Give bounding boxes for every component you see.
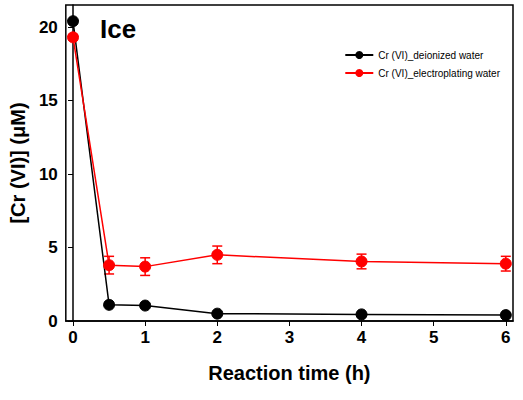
svg-text:15: 15 [39, 91, 58, 110]
svg-text:Ice: Ice [100, 14, 136, 44]
svg-text:3: 3 [285, 328, 294, 347]
svg-text:0: 0 [68, 328, 77, 347]
svg-text:[Cr (VI)] (μM): [Cr (VI)] (μM) [7, 102, 29, 223]
svg-text:5: 5 [48, 238, 57, 257]
svg-text:4: 4 [357, 328, 367, 347]
svg-text:2: 2 [213, 328, 222, 347]
svg-text:5: 5 [429, 328, 438, 347]
svg-text:0: 0 [48, 312, 57, 331]
svg-text:1: 1 [140, 328, 149, 347]
svg-text:6: 6 [501, 328, 510, 347]
svg-text:20: 20 [39, 18, 58, 37]
svg-text:Reaction time (h): Reaction time (h) [208, 362, 370, 384]
svg-text:Cr (VI)_electroplating water: Cr (VI)_electroplating water [378, 68, 500, 79]
svg-text:Cr (VI)_deionized water: Cr (VI)_deionized water [378, 50, 484, 61]
svg-text:10: 10 [39, 165, 58, 184]
